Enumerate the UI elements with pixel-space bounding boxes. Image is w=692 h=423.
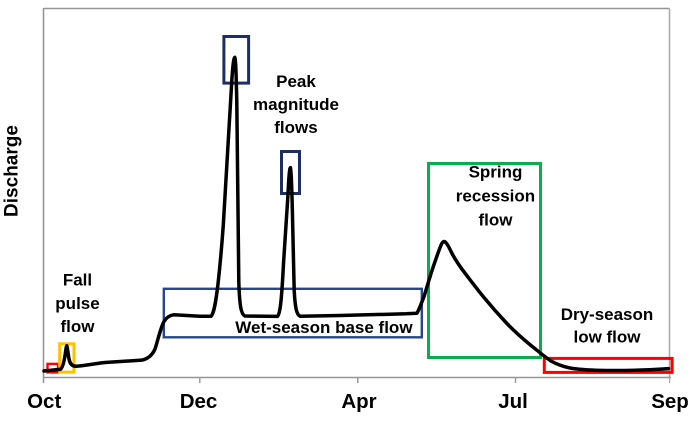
svg-text:flow: flow (61, 317, 96, 336)
svg-text:Oct: Oct (27, 390, 61, 413)
svg-text:Discharge: Discharge (2, 125, 23, 217)
svg-text:recession: recession (456, 187, 535, 206)
svg-text:flow: flow (479, 211, 514, 230)
svg-text:Wet-season base flow: Wet-season base flow (235, 318, 413, 337)
svg-text:Peak: Peak (276, 72, 316, 91)
svg-text:pulse: pulse (55, 294, 99, 313)
svg-text:Dry-season: Dry-season (561, 305, 654, 324)
svg-text:Spring: Spring (469, 163, 523, 182)
svg-text:Apr: Apr (341, 390, 376, 413)
svg-text:Sep: Sep (651, 390, 689, 413)
svg-text:magnitude: magnitude (253, 95, 339, 114)
svg-text:flows: flows (274, 118, 317, 137)
svg-text:Jul: Jul (498, 390, 528, 413)
svg-text:Dec: Dec (180, 390, 218, 413)
svg-text:low flow: low flow (573, 327, 641, 346)
svg-text:Fall: Fall (63, 271, 92, 290)
